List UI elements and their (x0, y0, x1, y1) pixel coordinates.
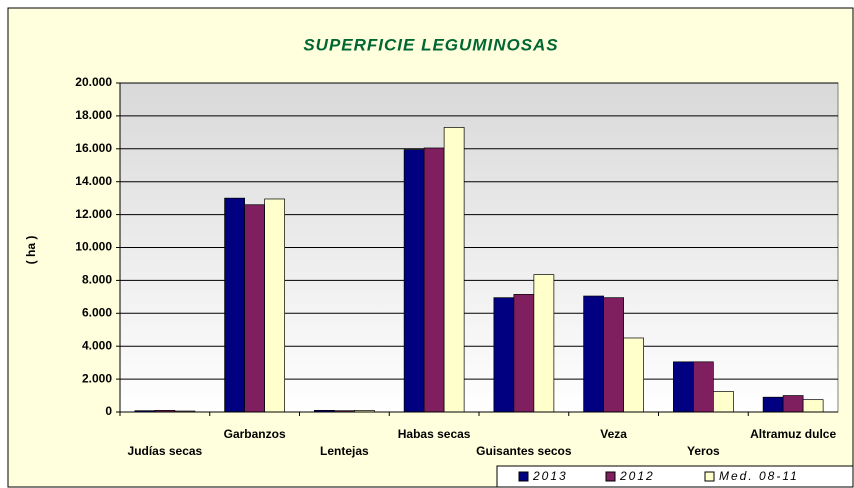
bar (403, 149, 425, 413)
bar (244, 204, 265, 413)
bar (423, 147, 445, 413)
legend-swatch (704, 471, 715, 482)
legend (496, 465, 854, 488)
y-tick-label: 4.000 (82, 338, 112, 352)
y-tick-label: 12.000 (75, 207, 112, 221)
bar (762, 396, 784, 413)
y-tick-label: 8.000 (82, 273, 112, 287)
x-tick-label: Yeros (687, 444, 720, 458)
bar (693, 361, 714, 413)
x-tick-label: Lentejas (320, 444, 369, 458)
x-tick-label: Guisantes secos (476, 444, 572, 458)
x-tick-label: Judías secas (128, 444, 203, 458)
bar (264, 198, 285, 413)
y-tick-label: 2.000 (82, 371, 112, 385)
bar (623, 337, 644, 413)
y-tick-label: 10.000 (75, 240, 112, 254)
bar (802, 399, 824, 413)
bar (782, 395, 804, 413)
bar (513, 294, 535, 413)
y-tick-label: 6.000 (82, 305, 112, 319)
y-tick-label: 18.000 (75, 108, 112, 122)
bar (673, 361, 694, 413)
x-tick-label: Garbanzos (224, 427, 286, 441)
bar (533, 274, 555, 413)
y-tick-label: 20.000 (75, 75, 112, 89)
legend-label: 2012 (619, 469, 655, 483)
bar (493, 297, 515, 413)
chart-title: SUPERFICIE LEGUMINOSAS (303, 35, 558, 54)
bar (224, 197, 245, 413)
x-tick-label: Altramuz dulce (750, 427, 836, 441)
legend-swatch (605, 471, 616, 482)
y-tick-label: 0 (105, 404, 112, 418)
bar (583, 295, 604, 413)
legend-swatch (518, 471, 529, 482)
bar (443, 127, 465, 413)
bar (603, 297, 624, 413)
x-tick-label: Habas secas (398, 427, 471, 441)
x-tick-label: Veza (600, 427, 627, 441)
y-tick-label: 16.000 (75, 141, 112, 155)
y-tick-label: 14.000 (75, 174, 112, 188)
bar (713, 391, 734, 413)
legend-label: 2013 (532, 469, 568, 483)
y-axis-label: ( ha ) (24, 236, 38, 265)
legend-label: Med. 08-11 (719, 469, 799, 483)
